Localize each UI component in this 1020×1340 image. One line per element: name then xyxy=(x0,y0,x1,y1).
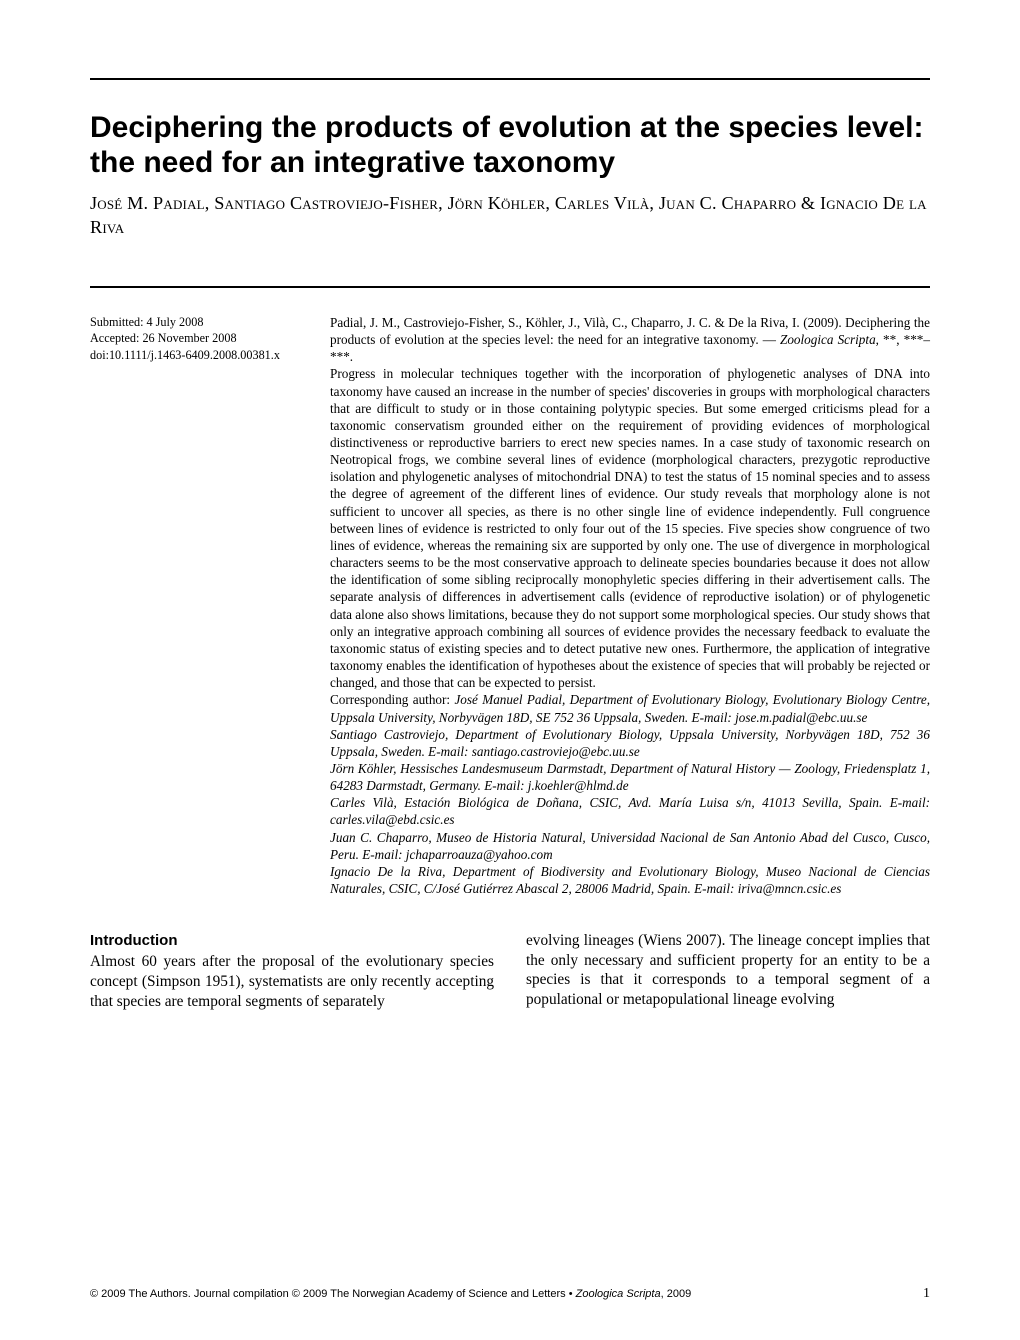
abstract-column: Padial, J. M., Castroviejo-Fisher, S., K… xyxy=(330,314,930,897)
submitted-date: Submitted: 4 July 2008 xyxy=(90,314,302,330)
intro-columns: Introduction Almost 60 years after the p… xyxy=(90,931,930,1011)
footer-journal: Zoologica Scripta xyxy=(576,1288,661,1300)
affiliation: Jörn Köhler, Hessisches Landesmuseum Dar… xyxy=(330,760,930,794)
copyright-prefix: © 2009 The Authors. Journal compilation … xyxy=(90,1288,576,1300)
intro-col-right: evolving lineages (Wiens 2007). The line… xyxy=(526,931,930,1011)
doi: doi:10.1111/j.1463-6409.2008.00381.x xyxy=(90,347,302,363)
page-number: 1 xyxy=(923,1286,930,1302)
citation-journal: Zoologica Scripta xyxy=(780,332,876,347)
submission-meta: Submitted: 4 July 2008 Accepted: 26 Nove… xyxy=(90,314,302,363)
author-list: José M. Padial, Santiago Castroviejo-Fis… xyxy=(90,191,930,240)
affiliation: Juan C. Chaparro, Museo de Historia Natu… xyxy=(330,829,930,863)
affiliation: Santiago Castroviejo, Department of Evol… xyxy=(330,726,930,760)
abstract-text: Progress in molecular techniques togethe… xyxy=(330,365,930,691)
page-footer: © 2009 The Authors. Journal compilation … xyxy=(90,1286,930,1302)
citation: Padial, J. M., Castroviejo-Fisher, S., K… xyxy=(330,314,930,365)
corresponding-author: Corresponding author: José Manuel Padial… xyxy=(330,691,930,725)
abstract-block: Submitted: 4 July 2008 Accepted: 26 Nove… xyxy=(90,314,930,897)
footer-year: , 2009 xyxy=(661,1288,692,1300)
rule-top xyxy=(90,78,930,80)
intro-text-left: Almost 60 years after the proposal of th… xyxy=(90,953,494,1009)
affiliation: Carles Vilà, Estación Biológica de Doñan… xyxy=(330,794,930,828)
intro-heading: Introduction xyxy=(90,931,494,950)
rule-mid xyxy=(90,286,930,288)
page: Deciphering the products of evolution at… xyxy=(0,0,1020,1340)
article-title: Deciphering the products of evolution at… xyxy=(90,110,930,181)
intro-col-left: Introduction Almost 60 years after the p… xyxy=(90,931,494,1011)
affiliation: Ignacio De la Riva, Department of Biodiv… xyxy=(330,863,930,897)
accepted-date: Accepted: 26 November 2008 xyxy=(90,330,302,346)
copyright-line: © 2009 The Authors. Journal compilation … xyxy=(90,1288,691,1300)
intro-text-right: evolving lineages (Wiens 2007). The line… xyxy=(526,932,930,1008)
corresponding-label: Corresponding author: xyxy=(330,692,454,707)
